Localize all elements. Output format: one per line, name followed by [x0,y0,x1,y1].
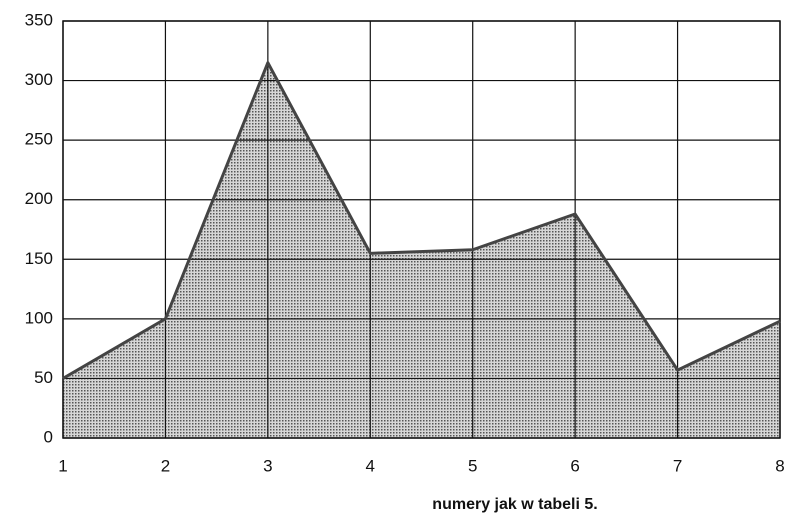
y-tick-label: 0 [44,427,53,446]
x-tick-label: 5 [468,456,477,475]
area [63,62,780,438]
x-tick-label: 1 [58,456,67,475]
x-tick-label: 6 [570,456,579,475]
x-tick-label: 8 [775,456,784,475]
area-line [62,61,781,380]
y-tick-label: 150 [25,249,53,268]
y-tick-label: 300 [25,70,53,89]
x-axis-label: numery jak w tabeli 5. [432,496,597,513]
y-tick-label: 100 [25,308,53,327]
x-tick-label: 2 [161,456,170,475]
y-tick-label: 50 [34,368,53,387]
x-tick-label: 7 [673,456,682,475]
plot-frame [62,20,781,439]
y-tick-label: 250 [25,130,53,149]
x-tick-label: 3 [263,456,272,475]
x-tick-label: 4 [366,456,375,475]
y-tick-label: 200 [25,189,53,208]
y-tick-label: 350 [25,10,53,29]
